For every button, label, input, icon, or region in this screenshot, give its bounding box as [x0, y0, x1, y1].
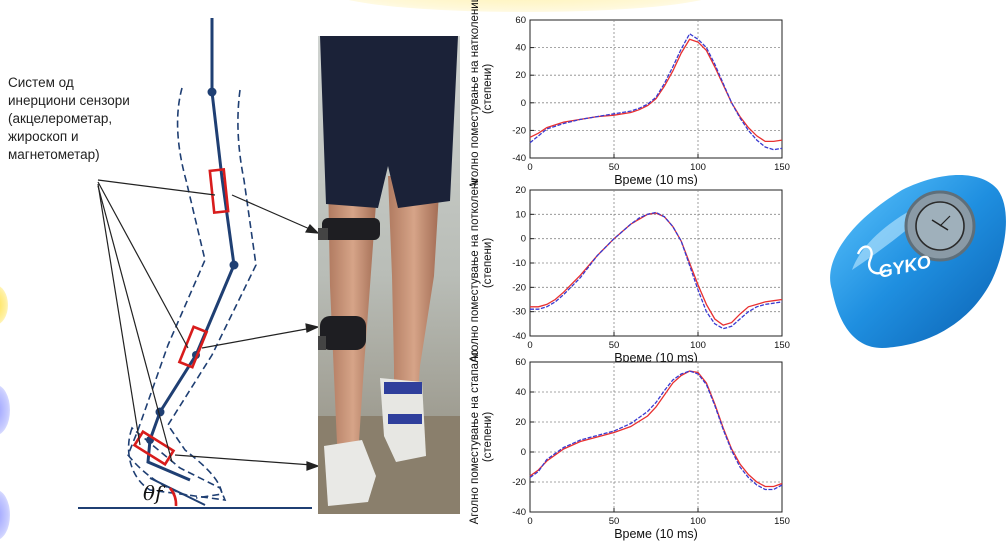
- series-line-red: [529, 370, 783, 488]
- y-axis-label: Аголно поместување на стапало(степени): [469, 350, 494, 524]
- y-tick-label: 40: [515, 43, 526, 54]
- x-axis-label: Време (10 ms): [614, 173, 698, 186]
- arrow-foot-to-photo: [174, 454, 313, 466]
- right-sandal-strap: [384, 382, 422, 394]
- thigh-sensor: [208, 167, 230, 215]
- plot-frame: [529, 19, 783, 159]
- thigh-strap-sensor: [318, 228, 328, 240]
- y-tick-label: 20: [515, 70, 526, 81]
- gyko-sensor-device: GYKO: [830, 175, 1006, 348]
- plot-frame: [529, 361, 783, 513]
- y-tick-label: 60: [515, 357, 526, 368]
- y-tick-label: -20: [512, 477, 526, 488]
- device-button-needle: [931, 219, 949, 231]
- x-tick-label: 150: [774, 162, 790, 173]
- x-tick-label: 0: [527, 162, 532, 173]
- sensor-label-line-1: Систем од: [8, 75, 74, 90]
- decorative-glow-top: [330, 0, 720, 12]
- chart-foot-angle: 0 50 100 150 -40 -20 0 20 40 60 Време (10 ms) Аголн…: [469, 350, 790, 541]
- x-tick-label: 0: [527, 516, 532, 527]
- y-tick-label: -20: [512, 125, 526, 136]
- sensor-label-line-4: жироскоп и: [8, 129, 79, 144]
- gecko-logo-icon: [856, 245, 887, 275]
- y-tick-label: 0: [521, 447, 526, 458]
- y-tick-label: -20: [512, 282, 526, 293]
- pointer-line-shank: [97, 181, 189, 349]
- shank-strap-sensor: [318, 336, 326, 350]
- x-tick-label: 50: [609, 162, 620, 173]
- legs-photo: [318, 36, 460, 514]
- shank-strap: [320, 316, 366, 350]
- x-tick-label: 50: [609, 516, 620, 527]
- series-line-blue: [529, 370, 783, 491]
- thigh-strap: [322, 218, 380, 240]
- y-tick-label: 60: [515, 15, 526, 26]
- leg-schematic-diagram: θf: [78, 18, 320, 509]
- y-tick-label: 0: [521, 234, 526, 245]
- y-tick-label: -40: [512, 153, 526, 164]
- y-axis-label: Аголно поместување на потколеница(степен…: [469, 178, 494, 363]
- sensor-label-line-5: магнетометар): [8, 147, 100, 162]
- foot-plate: [149, 477, 206, 506]
- series-line-blue: [529, 32, 783, 151]
- decorative-glow-left-blue-2: [0, 490, 10, 540]
- foot-angle-arc: [168, 487, 178, 507]
- arrow-shank-to-photo: [201, 327, 313, 349]
- y-axis-label: Аголно поместување на натколеница(степен…: [469, 0, 494, 186]
- sensor-label-line-3: (акцелерометар,: [8, 111, 113, 126]
- foot-outline: [127, 426, 227, 501]
- y-tick-label: 0: [521, 98, 526, 109]
- foot-angle-symbol: θf: [143, 481, 166, 505]
- sensor-label-line-2: инерциони сензори: [8, 93, 130, 108]
- pointer-line-foot-2: [97, 185, 173, 463]
- x-axis-label: Време (10 ms): [614, 527, 698, 541]
- pointer-line-thigh: [97, 179, 216, 196]
- decorative-glow-left-yellow: [0, 285, 8, 325]
- x-tick-label: 50: [609, 340, 620, 351]
- x-tick-label: 150: [774, 516, 790, 527]
- left-sandal: [324, 440, 376, 506]
- decorative-glow-left-blue-1: [0, 385, 10, 435]
- y-tick-label: -10: [512, 258, 526, 269]
- hip-joint: [207, 87, 217, 97]
- y-tick-label: 40: [515, 387, 526, 398]
- arrowhead-thigh: [305, 224, 320, 234]
- y-tick-label: -30: [512, 307, 526, 318]
- right-sandal-strap-2: [388, 414, 422, 424]
- chart-thigh-angle: 0 50 100 150 -40 -20 0 20 40 60 Време (10 ms) Аголн…: [469, 0, 790, 186]
- y-tick-label: 10: [515, 209, 526, 220]
- y-tick-label: 20: [515, 417, 526, 428]
- series-line-red: [530, 212, 783, 326]
- series-line-red: [529, 38, 783, 143]
- shorts: [320, 36, 458, 208]
- x-axis-label: Време (10 ms): [614, 351, 698, 364]
- series-line-blue: [530, 211, 783, 330]
- knee-joint: [229, 260, 239, 270]
- sensor-system-label: Систем од инерциони сензори (акцелеромет…: [8, 74, 173, 164]
- x-tick-label: 100: [690, 162, 706, 173]
- pointer-line-foot-1: [97, 183, 141, 446]
- arrowhead-foot: [306, 461, 320, 471]
- y-tick-label: -40: [512, 331, 526, 342]
- arrowhead-shank: [305, 323, 320, 333]
- y-tick-label: -40: [512, 507, 526, 518]
- x-tick-label: 150: [774, 340, 790, 351]
- x-tick-label: 0: [527, 340, 532, 351]
- x-tick-label: 100: [690, 516, 706, 527]
- y-tick-label: 20: [515, 185, 526, 196]
- device-button-needle-2: [939, 215, 951, 227]
- leg-outline-left: [127, 87, 206, 497]
- x-tick-label: 100: [690, 340, 706, 351]
- leg-outline-right: [167, 89, 257, 499]
- chart-shank-angle: 0 50 100 150 -40 -30 -20 -10 0 10 20 Време (10 ms) А…: [469, 178, 790, 364]
- arrow-thigh-to-photo: [231, 194, 313, 231]
